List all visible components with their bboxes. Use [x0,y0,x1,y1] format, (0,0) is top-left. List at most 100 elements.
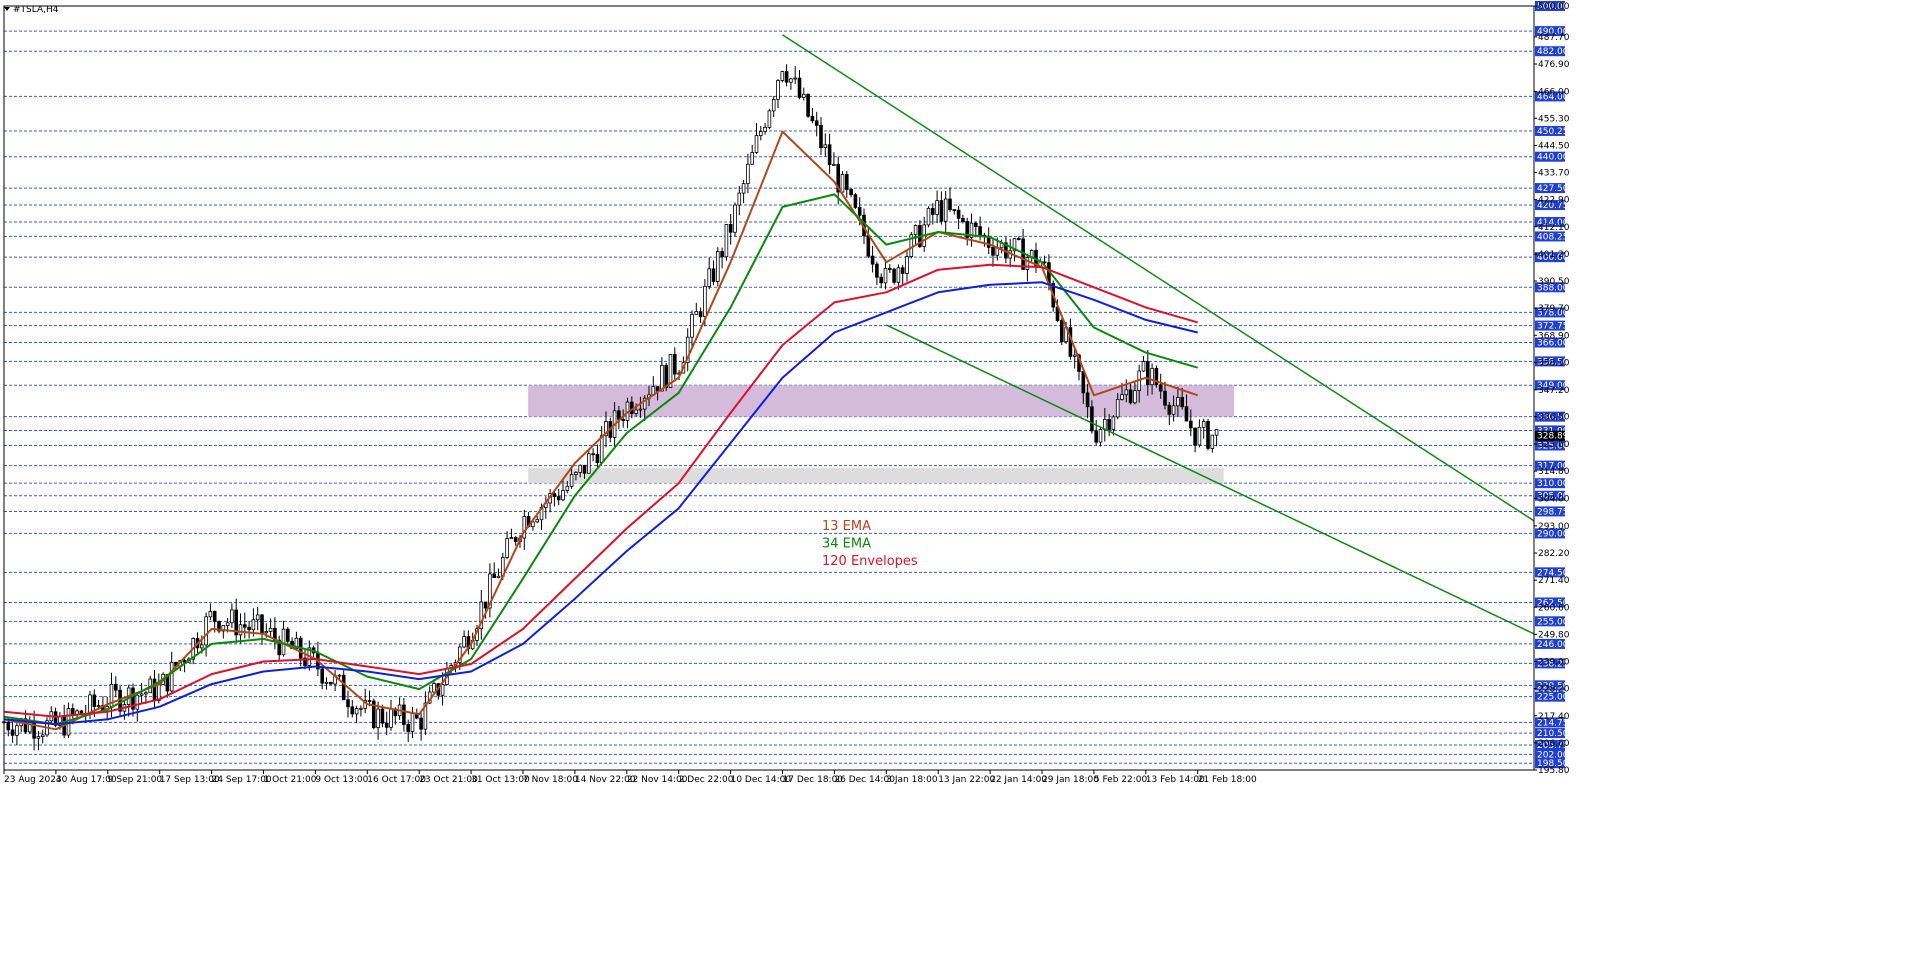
candle [737,186,742,216]
indicator-line [3,263,1198,718]
candle [1107,414,1111,437]
level-price-tag: 210.50 [1535,728,1569,739]
candle [892,267,896,285]
candle [845,170,849,198]
candle [948,187,952,212]
candle [440,672,445,706]
level-price-tag: 205.75 [1535,740,1569,751]
level-price-text: 238.25 [1537,659,1569,669]
candle [1201,418,1206,439]
candle [711,260,716,286]
candle [380,704,385,728]
candle [1017,236,1021,241]
candle [556,488,561,506]
candle [148,675,153,694]
candle [1025,253,1030,282]
level-price-text: 298.75 [1537,507,1569,517]
level-price-tag: 378.00 [1535,307,1569,318]
legend-item: 120 Envelopes [822,554,918,569]
candle [939,191,944,225]
candle [728,214,733,245]
y-tick-label: 260.60 [1538,603,1570,613]
level-price-tag: 198.50 [1535,758,1569,769]
candle [905,251,909,282]
candle [40,729,45,744]
candle [1158,373,1163,399]
candle [642,395,647,422]
lower-trendline [885,324,1535,635]
level-price-tag: 305.00 [1535,490,1569,502]
legend-item: 34 EMA [822,537,871,552]
candle [531,520,535,531]
candle [268,618,273,638]
candle [965,217,969,246]
level-price-tag: 290.00 [1535,528,1569,539]
y-tick-label: 282.20 [1538,549,1570,559]
candle [969,213,974,247]
level-price-tag: 366.00 [1535,337,1569,349]
candle [419,713,423,741]
candle [10,718,15,743]
candle [784,64,789,87]
x-tick-label: 7 Nov 18:00 [523,775,578,785]
x-tick-label: 17 Dec 18:00 [783,775,844,785]
candle [152,670,157,710]
candle [1154,365,1159,388]
x-tick-label: 5 Feb 22:00 [1094,775,1148,785]
candle [806,93,810,118]
x-tick-label: 30 Aug 17:00 [56,775,117,785]
candle [724,224,729,261]
candle [561,479,565,502]
level-price-text: 205.75 [1537,741,1569,751]
candle [836,156,840,205]
y-tick-label: 401.20 [1538,250,1570,260]
y-tick-label: 358.10 [1538,358,1570,368]
candle [883,261,888,290]
level-price-text: 349.00 [1537,381,1569,391]
candle [406,719,410,742]
indicator-line [3,193,1198,726]
level-price-tag: 298.75 [1535,506,1569,517]
candle [1189,409,1193,437]
level-price-tag: 317.00 [1535,460,1569,472]
level-price-text: 420.75 [1537,201,1569,211]
candle [591,448,595,462]
x-tick-label: 17 Sep 13:00 [160,775,220,785]
level-price-text: 210.50 [1537,729,1569,739]
level-price-text: 400.00 [1537,253,1569,263]
level-price-tag: 214.75 [1535,717,1569,728]
candle [814,111,819,137]
x-tick-label: 16 Oct 17:00 [367,775,426,785]
level-price-text: 262.50 [1537,598,1569,608]
candle [247,620,251,639]
candle [853,193,858,209]
level-price-text: 388.00 [1537,283,1569,293]
candle [943,191,948,234]
level-price-tag: 274.50 [1535,567,1569,578]
candle [1141,356,1146,372]
candle [599,426,604,464]
current-price-tag: 328.89 [1535,430,1569,442]
y-tick-label: 422.90 [1538,196,1570,206]
candle [277,635,281,661]
candle [397,697,402,720]
candle [870,245,875,273]
candle [221,625,226,639]
level-price-text: 214.75 [1537,718,1569,728]
candle [15,722,19,746]
level-price-text: 408.25 [1537,232,1569,242]
candle [255,606,260,631]
y-tick-label: 466.00 [1538,87,1570,97]
candle [32,710,36,751]
candle [832,152,836,166]
y-tick-label: 206.60 [1538,739,1570,749]
resistance-zone [528,385,1235,417]
level-price-text: 325.00 [1537,442,1569,452]
indicator-line [3,130,1199,731]
candle [1180,387,1185,410]
candle [513,536,518,546]
candle [780,70,785,83]
candle [1115,392,1120,420]
y-tick-label: 412.10 [1538,223,1570,233]
